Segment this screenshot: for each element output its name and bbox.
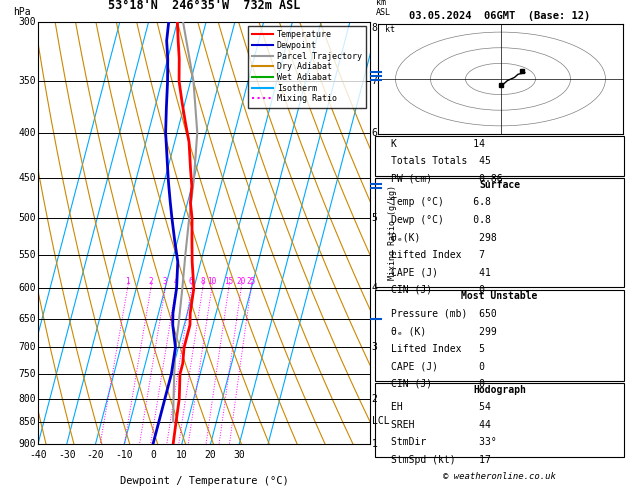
Text: 550: 550 (19, 250, 36, 260)
Text: SREH           44: SREH 44 (391, 420, 491, 430)
Bar (375, 136, 624, 176)
Text: LCL: LCL (372, 416, 389, 426)
Text: -30: -30 (58, 451, 75, 460)
Text: Dewp (°C)     0.8: Dewp (°C) 0.8 (391, 215, 491, 225)
Text: Pressure (mb)  650: Pressure (mb) 650 (391, 309, 496, 319)
Text: 30: 30 (233, 451, 245, 460)
Text: Mixing Ratio (g/kg): Mixing Ratio (g/kg) (387, 186, 396, 280)
Text: 900: 900 (19, 439, 36, 449)
Text: 0: 0 (150, 451, 156, 460)
Bar (375, 290, 624, 381)
Text: 3: 3 (163, 277, 167, 286)
Text: Lifted Index   5: Lifted Index 5 (391, 344, 485, 354)
Text: 4: 4 (372, 283, 377, 293)
Text: Dewpoint / Temperature (°C): Dewpoint / Temperature (°C) (120, 475, 288, 486)
Text: -40: -40 (29, 451, 47, 460)
Text: 450: 450 (19, 173, 36, 183)
Text: CAPE (J)       41: CAPE (J) 41 (391, 267, 491, 278)
Text: 750: 750 (19, 369, 36, 379)
Text: 650: 650 (19, 314, 36, 324)
Text: 8: 8 (201, 277, 205, 286)
Text: hPa: hPa (13, 7, 30, 17)
Text: -20: -20 (87, 451, 104, 460)
Text: CIN (J)        0: CIN (J) 0 (391, 285, 485, 295)
Text: EH             54: EH 54 (391, 402, 491, 413)
Text: 8: 8 (372, 23, 377, 34)
Text: Most Unstable: Most Unstable (461, 291, 538, 301)
Text: K             14: K 14 (391, 139, 485, 149)
Text: 3: 3 (372, 343, 377, 352)
Text: 500: 500 (19, 213, 36, 223)
Text: 1: 1 (125, 277, 130, 286)
Text: 03.05.2024  06GMT  (Base: 12): 03.05.2024 06GMT (Base: 12) (409, 11, 590, 21)
Text: 10: 10 (207, 277, 216, 286)
Text: 600: 600 (19, 283, 36, 293)
Text: 53°18'N  246°35'W  732m ASL: 53°18'N 246°35'W 732m ASL (108, 0, 300, 12)
Text: km
ASL: km ASL (376, 0, 391, 17)
Text: 25: 25 (247, 277, 255, 286)
Text: 300: 300 (19, 17, 36, 27)
Bar (375, 178, 624, 287)
Text: θₑ(K)          298: θₑ(K) 298 (391, 232, 496, 243)
Text: Hodograph: Hodograph (473, 385, 526, 395)
Text: 2: 2 (148, 277, 153, 286)
Text: CIN (J)        0: CIN (J) 0 (391, 379, 485, 389)
Text: 1: 1 (372, 438, 377, 449)
Text: 15: 15 (224, 277, 233, 286)
Text: 400: 400 (19, 127, 36, 138)
Text: 6: 6 (189, 277, 194, 286)
Text: 10: 10 (176, 451, 187, 460)
Text: 20: 20 (204, 451, 216, 460)
Text: -10: -10 (116, 451, 133, 460)
Text: Lifted Index   7: Lifted Index 7 (391, 250, 485, 260)
Text: Totals Totals  45: Totals Totals 45 (391, 156, 491, 166)
Text: 800: 800 (19, 394, 36, 404)
Text: Surface: Surface (479, 180, 520, 190)
Text: 20: 20 (237, 277, 246, 286)
Text: θₑ (K)         299: θₑ (K) 299 (391, 326, 496, 336)
Bar (375, 383, 624, 457)
Text: StmSpd (kt)    17: StmSpd (kt) 17 (391, 455, 491, 465)
Text: CAPE (J)       0: CAPE (J) 0 (391, 361, 485, 371)
Legend: Temperature, Dewpoint, Parcel Trajectory, Dry Adiabat, Wet Adiabat, Isotherm, Mi: Temperature, Dewpoint, Parcel Trajectory… (248, 26, 366, 107)
Text: 2: 2 (372, 394, 377, 404)
Text: 7: 7 (372, 76, 377, 86)
Text: 6: 6 (372, 127, 377, 138)
Text: 350: 350 (19, 76, 36, 86)
Text: PW (cm)        0.86: PW (cm) 0.86 (391, 174, 503, 184)
Text: 4: 4 (174, 277, 178, 286)
Text: 5: 5 (372, 213, 377, 223)
Text: © weatheronline.co.uk: © weatheronline.co.uk (443, 472, 556, 481)
Text: StmDir         33°: StmDir 33° (391, 437, 496, 448)
Text: 700: 700 (19, 343, 36, 352)
Text: kt: kt (385, 25, 395, 34)
Text: Temp (°C)     6.8: Temp (°C) 6.8 (391, 197, 491, 208)
Text: 850: 850 (19, 417, 36, 427)
